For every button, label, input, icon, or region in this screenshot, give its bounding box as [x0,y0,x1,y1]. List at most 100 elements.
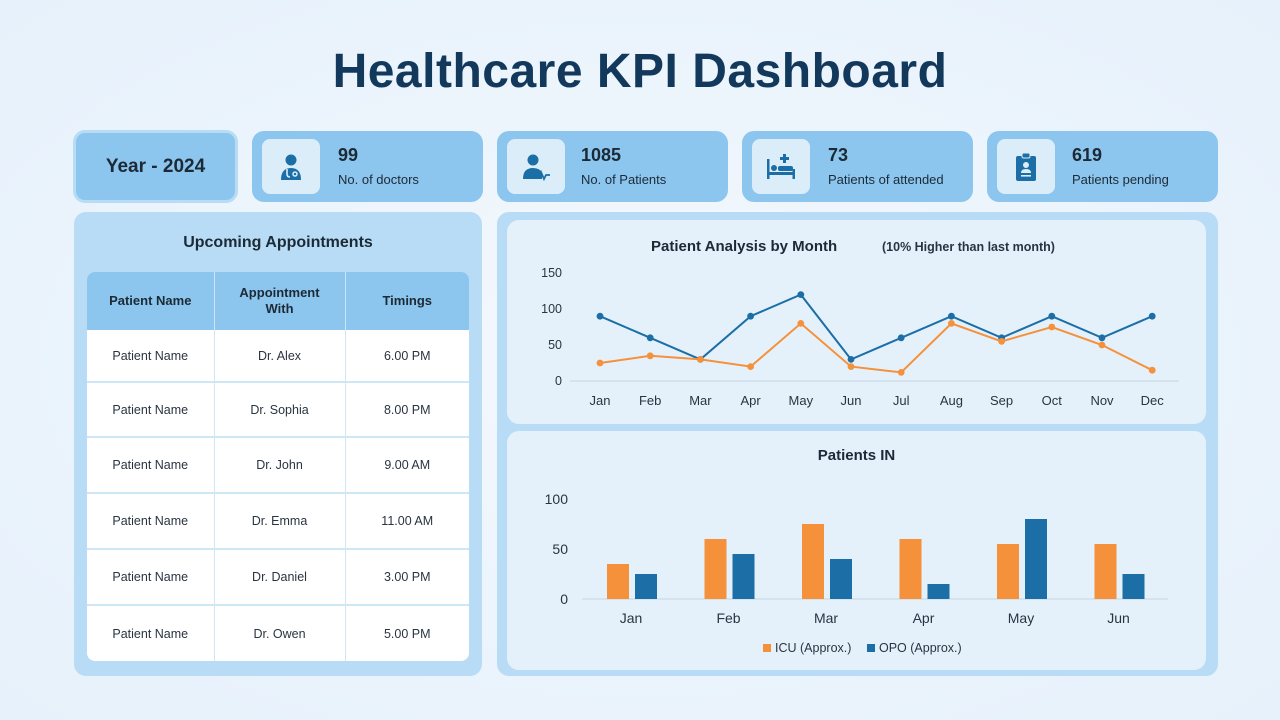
x-tick-label: Jun [841,393,862,408]
doctor-cell: Dr. John [214,437,346,494]
y-tick-label: 50 [552,541,568,557]
x-tick-label: Jan [620,610,643,626]
table-row: Patient Name Dr. Daniel 3.00 PM [87,549,469,606]
kpi-value: 619 [1072,145,1103,165]
patient-icon [507,139,565,194]
y-tick-label: 150 [541,266,562,280]
legend-label: OPO (Approx.) [879,641,962,655]
data-point [1048,312,1056,320]
year-filter[interactable]: Year - 2024 [73,130,238,203]
bar-icu [899,539,922,599]
x-tick-label: May [789,393,814,408]
x-tick-label: Aug [940,393,963,408]
y-tick-label: 100 [541,302,562,316]
series-line-blue [599,293,1153,361]
x-tick-label: May [1008,610,1034,626]
charts-panel: Patient Analysis by Month (10% Higher th… [497,212,1218,676]
x-tick-label: Oct [1042,393,1063,408]
patient-name-cell: Patient Name [87,605,215,661]
data-point [747,363,754,370]
bar-chart-title: Patients IN [818,447,896,464]
kpi-label: No. of doctors [338,172,419,187]
x-tick-label: Jul [893,393,910,408]
kpi-card-pending: 619 Patients pending [987,131,1218,202]
doctor-cell: Dr. Owen [214,605,346,661]
clipboard-icon [997,139,1055,194]
patient-name-cell: Patient Name [87,330,215,383]
data-point [1148,312,1156,320]
timing-cell: 3.00 PM [345,549,469,606]
appointments-table: Patient Name Appointment With Timings Pa… [87,272,469,661]
page-title: Healthcare KPI Dashboard [332,45,948,98]
y-tick-label: 0 [555,374,562,388]
x-tick-label: Jun [1107,610,1130,626]
doctor-cell: Dr. Daniel [214,549,346,606]
hospital-bed-icon [752,139,810,194]
kpi-label: No. of Patients [581,172,667,187]
doctor-cell: Dr. Alex [214,330,346,383]
table-row: Patient Name Dr. Alex 6.00 PM [87,330,469,383]
kpi-card-patients: 1085 No. of Patients [497,131,728,202]
series-line-orange [599,322,1153,374]
kpi-value: 99 [338,145,359,165]
x-tick-label: Feb [639,393,661,408]
data-point [1048,323,1056,331]
kpi-value: 1085 [581,145,622,165]
y-tick-label: 50 [548,338,562,352]
table-row: Patient Name Dr. John 9.00 AM [87,437,469,494]
data-point [596,359,604,367]
data-point [897,334,905,342]
patient-name-cell: Patient Name [87,437,215,494]
bar-icu [607,564,629,599]
bar-icu [1094,544,1117,599]
data-point [897,368,905,376]
table-row: Patient Name Dr. Emma 11.00 AM [87,493,469,550]
y-tick-label: 100 [545,491,569,507]
legend-label: ICU (Approx.) [775,641,851,655]
data-point [847,363,855,370]
timing-cell: 11.00 AM [345,493,469,550]
x-tick-label: Nov [1090,393,1114,408]
table-row: Patient Name Dr. Owen 5.00 PM [87,605,469,661]
line-chart-card: Patient Analysis by Month (10% Higher th… [507,220,1206,424]
kpi-label: Patients pending [1072,172,1169,187]
data-point [797,291,805,298]
timing-cell: 5.00 PM [345,605,469,661]
data-point [1148,366,1156,374]
doctor-cell: Dr. Sophia [214,382,346,438]
data-point [797,320,805,327]
table-row: Patient Name Dr. Sophia 8.00 PM [87,382,469,438]
x-tick-label: Feb [716,610,740,626]
data-point [1098,341,1106,349]
x-tick-label: Apr [913,610,935,626]
y-tick-label: 0 [560,591,568,607]
bar-opo [1122,574,1145,599]
x-tick-label: Jan [590,393,611,408]
bar-opo [635,574,657,599]
timing-cell: 6.00 PM [345,330,469,383]
data-point [747,312,754,320]
line-chart-title: Patient Analysis by Month [651,238,837,255]
doctor-icon [262,139,320,194]
data-point [646,352,654,360]
x-tick-label: Mar [814,610,838,626]
data-point [1098,334,1106,342]
column-header: Timings [345,272,469,330]
patient-name-cell: Patient Name [87,549,215,606]
bar-chart: Patients IN 100 50 0 Jan Feb Mar Apr May Jun ICU … [545,447,1168,655]
x-tick-label: Apr [740,393,761,408]
kpi-card-attended: 73 Patients of attended [742,131,973,202]
data-point [596,312,604,320]
kpi-card-doctors: 99 No. of doctors [252,131,483,202]
bar-icu [802,524,824,599]
bar-icu [704,539,727,599]
line-chart: Patient Analysis by Month (10% Higher th… [541,238,1179,408]
data-point [697,356,704,363]
patient-name-cell: Patient Name [87,493,215,550]
x-tick-label: Dec [1141,393,1165,408]
doctor-cell: Dr. Emma [214,493,346,550]
appointments-title: Upcoming Appointments [183,234,373,251]
bar-opo [830,559,852,599]
timing-cell: 9.00 AM [345,437,469,494]
column-header: Patient Name [87,272,215,330]
